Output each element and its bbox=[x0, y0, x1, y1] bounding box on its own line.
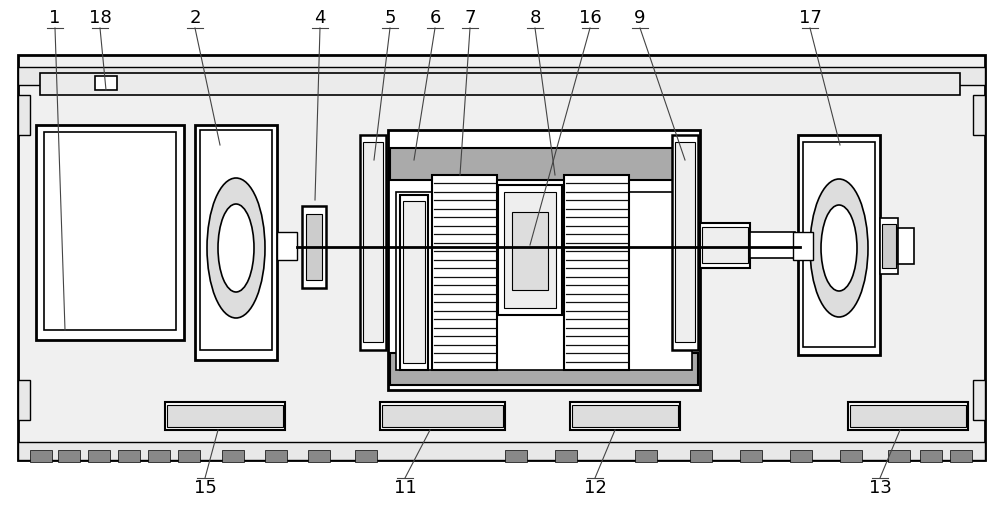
Text: 5: 5 bbox=[384, 9, 396, 27]
Text: 8: 8 bbox=[529, 9, 541, 27]
Bar bbox=[572, 405, 678, 427]
Bar bbox=[504, 192, 556, 308]
Bar bbox=[18, 95, 30, 135]
Bar bbox=[95, 76, 117, 90]
Bar bbox=[355, 450, 377, 462]
Text: 17: 17 bbox=[799, 9, 821, 27]
Bar bbox=[700, 223, 750, 268]
Bar bbox=[30, 450, 52, 462]
Bar bbox=[570, 402, 680, 430]
Bar bbox=[690, 450, 712, 462]
Bar bbox=[880, 218, 898, 274]
Bar bbox=[382, 405, 503, 427]
Ellipse shape bbox=[207, 178, 265, 318]
Bar bbox=[40, 73, 960, 95]
Bar bbox=[850, 405, 966, 427]
Bar bbox=[973, 380, 985, 420]
Text: 4: 4 bbox=[314, 9, 326, 27]
Bar bbox=[798, 135, 880, 355]
Bar bbox=[840, 450, 862, 462]
Bar bbox=[950, 450, 972, 462]
Bar bbox=[222, 450, 244, 462]
Bar bbox=[505, 450, 527, 462]
Bar bbox=[58, 450, 80, 462]
Bar bbox=[200, 130, 272, 350]
Bar bbox=[380, 402, 505, 430]
Bar bbox=[555, 450, 577, 462]
Bar bbox=[178, 450, 200, 462]
Bar bbox=[18, 55, 985, 460]
Text: 11: 11 bbox=[394, 479, 416, 497]
Text: 2: 2 bbox=[189, 9, 201, 27]
Text: 7: 7 bbox=[464, 9, 476, 27]
Bar bbox=[360, 135, 386, 350]
Bar bbox=[898, 228, 914, 264]
Bar bbox=[148, 450, 170, 462]
Bar bbox=[498, 185, 562, 315]
Bar bbox=[265, 450, 287, 462]
Bar bbox=[400, 195, 428, 370]
Bar bbox=[848, 402, 968, 430]
Bar bbox=[308, 450, 330, 462]
Ellipse shape bbox=[218, 204, 254, 292]
Bar bbox=[882, 224, 896, 268]
Bar bbox=[302, 206, 326, 288]
Bar bbox=[740, 450, 762, 462]
Bar bbox=[675, 142, 695, 342]
Ellipse shape bbox=[810, 179, 868, 317]
Bar bbox=[390, 148, 698, 180]
Bar bbox=[44, 132, 176, 330]
Text: 12: 12 bbox=[584, 479, 606, 497]
Text: 13: 13 bbox=[869, 479, 891, 497]
Bar bbox=[167, 405, 283, 427]
Bar bbox=[396, 192, 692, 370]
Ellipse shape bbox=[821, 205, 857, 291]
Bar bbox=[790, 450, 812, 462]
Bar bbox=[18, 380, 30, 420]
Bar bbox=[36, 125, 184, 340]
Bar bbox=[564, 175, 629, 370]
Text: 9: 9 bbox=[634, 9, 646, 27]
Bar bbox=[277, 232, 297, 260]
Bar bbox=[195, 125, 277, 360]
Text: 6: 6 bbox=[429, 9, 441, 27]
Text: 1: 1 bbox=[49, 9, 61, 27]
Bar bbox=[750, 232, 795, 258]
Bar bbox=[973, 95, 985, 135]
Bar bbox=[793, 232, 813, 260]
Bar bbox=[635, 450, 657, 462]
Bar bbox=[920, 450, 942, 462]
Bar bbox=[888, 450, 910, 462]
Bar bbox=[165, 402, 285, 430]
Bar bbox=[363, 142, 383, 342]
Bar bbox=[118, 450, 140, 462]
Bar bbox=[403, 201, 425, 363]
Bar bbox=[390, 353, 698, 385]
Bar bbox=[388, 130, 700, 390]
Bar bbox=[88, 450, 110, 462]
Bar bbox=[672, 135, 698, 350]
Bar bbox=[306, 214, 322, 280]
Bar bbox=[803, 142, 875, 347]
Bar bbox=[432, 175, 497, 370]
Bar bbox=[702, 227, 748, 263]
Bar bbox=[512, 212, 548, 290]
Text: 15: 15 bbox=[194, 479, 216, 497]
Bar bbox=[18, 442, 985, 460]
Text: 16: 16 bbox=[579, 9, 601, 27]
Bar bbox=[18, 67, 985, 85]
Text: 18: 18 bbox=[89, 9, 111, 27]
